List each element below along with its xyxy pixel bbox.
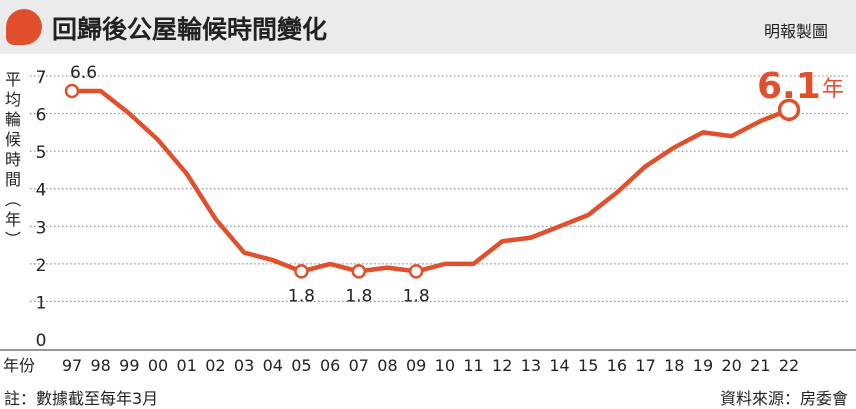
x-tick-label: 21 <box>750 356 770 375</box>
x-tick-label: 16 <box>607 356 627 375</box>
x-tick-label: 04 <box>263 356 283 375</box>
x-tick-label: 17 <box>635 356 655 375</box>
x-tick-label: 19 <box>693 356 713 375</box>
y-tick-label: 7 <box>36 68 47 88</box>
x-tick-label: 12 <box>492 356 512 375</box>
y-tick-label: 0 <box>36 331 47 351</box>
x-tick-label: 02 <box>205 356 225 375</box>
chart-title: 回歸後公屋輪候時間變化 <box>52 15 328 44</box>
highlight-unit: 年 <box>822 77 844 102</box>
y-axis-title-char: 候 <box>4 130 21 149</box>
y-axis-title: 平均輪候時間 ︵ 年 ︶ <box>4 70 22 250</box>
footnote: 註：數據截至每年3月 <box>4 389 159 408</box>
x-tick-label: 11 <box>463 356 483 375</box>
graphic-credit: 明報製圖 <box>763 22 828 41</box>
x-tick-label: 05 <box>291 356 311 375</box>
x-tick-label: 07 <box>349 356 369 375</box>
data-point-marker <box>64 83 80 99</box>
y-tick-label: 4 <box>36 181 47 201</box>
x-tick-label: 01 <box>177 356 197 375</box>
data-point-marker <box>408 264 424 279</box>
data-source: 資料來源：房委會 <box>719 389 848 408</box>
highlight-value: 6.1 <box>757 66 821 107</box>
x-tick-label: 13 <box>521 356 541 375</box>
y-axis-title-char: 輪 <box>4 110 21 129</box>
data-label: 1.8 <box>288 286 315 306</box>
y-axis-title-char: 平 <box>4 70 21 89</box>
y-tick-label: 5 <box>36 143 47 163</box>
y-tick-label: 2 <box>36 256 47 276</box>
x-tick-label: 10 <box>435 356 455 375</box>
y-axis-title-char: 年 <box>4 210 21 229</box>
x-tick-label: 15 <box>578 356 598 375</box>
x-tick-label: 08 <box>377 356 397 375</box>
series-line <box>69 88 792 274</box>
y-tick-label: 3 <box>36 218 47 238</box>
highlight-point-marker <box>777 98 801 122</box>
y-axis-title-char: 均 <box>4 90 21 109</box>
x-tick-label: 97 <box>62 356 82 375</box>
y-tick-label: 6 <box>36 106 47 126</box>
data-label: 1.8 <box>345 286 372 306</box>
data-label: 6.6 <box>70 63 97 83</box>
y-axis-title-char: 時 <box>4 150 21 169</box>
x-tick-label: 99 <box>119 356 139 375</box>
x-tick-label: 20 <box>721 356 741 375</box>
y-axis-title-char: 間 <box>4 170 21 189</box>
x-tick-label: 03 <box>234 356 254 375</box>
x-tick-label: 00 <box>148 356 168 375</box>
data-label: 1.8 <box>403 286 430 306</box>
chart-header: 回歸後公屋輪候時間變化 明報製圖 <box>0 0 856 54</box>
x-tick-label: 06 <box>320 356 340 375</box>
x-tick-label: 09 <box>406 356 426 375</box>
speech-bubble-icon <box>6 9 42 45</box>
x-tick-label: 14 <box>549 356 569 375</box>
data-point-marker <box>294 264 309 279</box>
y-axis-title-char: ︵ <box>4 190 21 209</box>
x-axis-title: 年份 <box>3 356 35 375</box>
y-axis-title-char: ︶ <box>4 230 21 249</box>
data-point-marker <box>351 264 367 279</box>
x-tick-label: 98 <box>91 356 111 375</box>
x-tick-label: 22 <box>779 356 799 375</box>
y-tick-label: 1 <box>36 293 47 313</box>
x-tick-label: 18 <box>664 356 684 375</box>
